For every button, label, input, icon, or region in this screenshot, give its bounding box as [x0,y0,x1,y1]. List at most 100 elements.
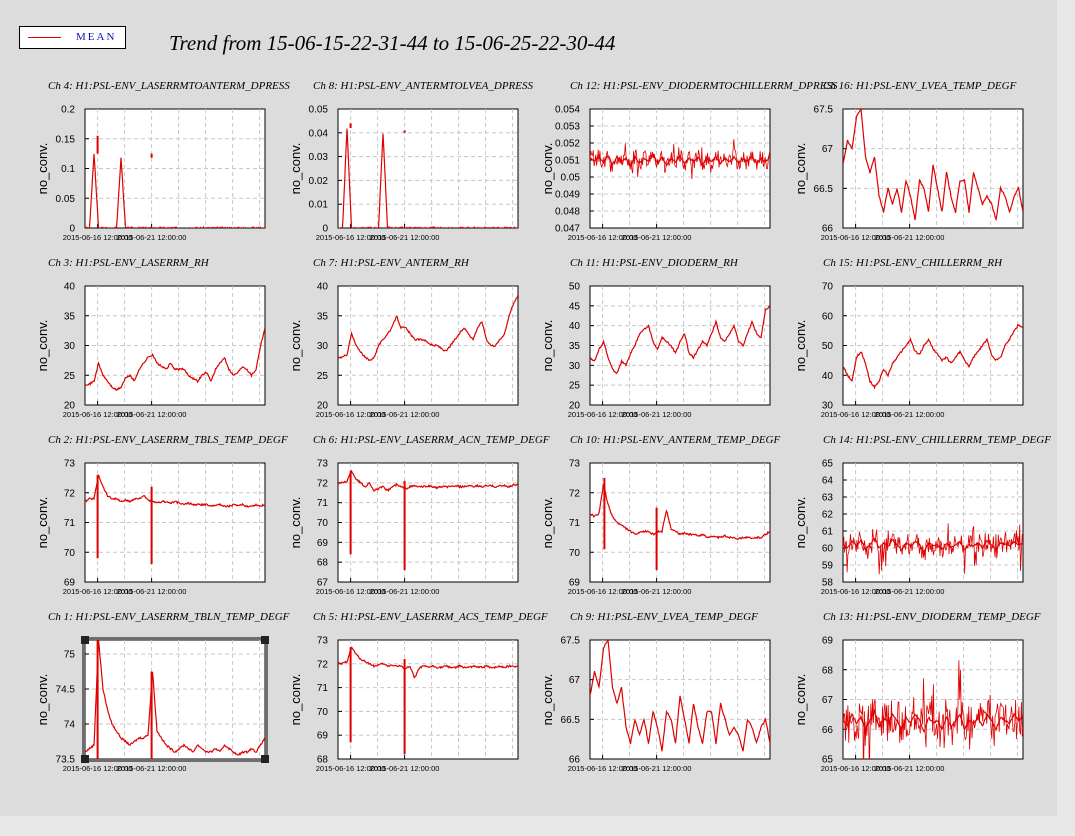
chart-2: Ch 8: H1:PSL-ENV_ANTERMTOLVEA_DPRESS 0 0.0… [288,80,533,242]
legend-line-swatch [28,37,61,38]
x-tick-label: 2015-06-21 12:00:00 [117,587,187,596]
y-axis-label: no_conv. [288,497,303,549]
selection-border[interactable] [82,637,268,762]
y-tick-label: 67 [569,675,581,686]
x-tick-label: 2015-06-21 12:00:00 [875,587,945,596]
y-tick-label: 69 [64,578,76,589]
x-tick-label: 2015-06-16 12:00:00 [568,764,638,773]
y-tick-label: 40 [822,371,834,382]
y-tick-label: 70 [569,548,581,559]
x-tick-label: 2015-06-21 12:00:00 [622,764,692,773]
series-line [338,469,518,492]
series-line [843,109,1023,222]
y-tick-label: 0.2 [61,105,75,116]
y-tick-label: 59 [822,561,834,572]
chart-12: Ch 14: H1:PSL-ENV_CHILLERRM_TEMP_DEGF 58 5… [793,434,1051,596]
x-tick-label: 2015-06-16 12:00:00 [821,410,891,419]
y-tick-label: 72 [317,478,329,489]
y-tick-label: 67 [822,695,834,706]
y-tick-label: 0.05 [56,194,76,205]
y-tick-label: 71 [64,518,76,529]
y-tick-label: 68 [317,755,329,766]
y-tick-label: 20 [64,401,76,412]
y-axis-label: no_conv. [35,143,50,195]
chart-title: Ch 11: H1:PSL-ENV_DIODERM_RH [570,257,739,269]
y-tick-label: 69 [569,578,581,589]
y-axis-label: no_conv. [793,320,808,372]
resize-handle[interactable] [81,755,89,763]
y-tick-label: 45 [569,301,581,312]
chart-title: Ch 15: H1:PSL-ENV_CHILLERRM_RH [823,257,1003,269]
y-tick-label: 25 [569,381,581,392]
y-tick-label: 68 [822,665,834,676]
chart-title: Ch 7: H1:PSL-ENV_ANTERM_RH [313,257,470,269]
x-tick-label: 2015-06-21 12:00:00 [875,233,945,242]
series-line [590,640,770,752]
y-axis-label: no_conv. [35,497,50,549]
y-tick-label: 62 [822,510,834,521]
x-tick-label: 2015-06-21 12:00:00 [875,764,945,773]
y-axis-label: no_conv. [793,143,808,195]
plot-area [337,639,519,760]
x-tick-label: 2015-06-16 12:00:00 [316,587,386,596]
x-tick-label: 2015-06-16 12:00:00 [63,587,133,596]
y-tick-label: 61 [822,527,834,538]
y-tick-label: 68 [317,558,329,569]
x-tick-label: 2015-06-16 12:00:00 [568,233,638,242]
y-tick-label: 0 [322,224,328,235]
y-tick-label: 0.054 [555,105,580,116]
chart-14: Ch 5: H1:PSL-ENV_LASERRM_ACS_TEMP_DEGF 68… [288,611,548,773]
series-line [338,128,518,228]
y-tick-label: 30 [317,341,329,352]
y-tick-label: 72 [317,659,329,670]
series-line [590,483,770,540]
y-tick-label: 0.048 [555,207,580,218]
y-axis-label: no_conv. [35,674,50,726]
y-axis-label: no_conv. [288,674,303,726]
x-tick-label: 2015-06-21 12:00:00 [370,233,440,242]
y-tick-label: 74 [64,720,76,731]
x-tick-label: 2015-06-21 12:00:00 [622,233,692,242]
y-tick-label: 66 [822,725,834,736]
resize-handle[interactable] [81,636,89,644]
y-axis-label: no_conv. [288,320,303,372]
y-tick-label: 40 [64,282,76,293]
plot-area [84,639,266,760]
chart-title: Ch 16: H1:PSL-ENV_LVEA_TEMP_DEGF [823,80,1017,92]
y-tick-label: 0.05 [561,173,581,184]
y-tick-label: 63 [822,493,834,504]
series-noise [843,523,1023,575]
chart-title: Ch 8: H1:PSL-ENV_ANTERMTOLVEA_DPRESS [313,80,533,92]
legend-box: MEAN [19,26,126,49]
y-tick-label: 0.04 [309,128,329,139]
x-tick-label: 2015-06-16 12:00:00 [316,410,386,419]
chart-title: Ch 5: H1:PSL-ENV_LASERRM_ACS_TEMP_DEGF [313,611,548,623]
y-tick-label: 0.03 [309,152,329,163]
chart-title: Ch 4: H1:PSL-ENV_LASERRMTOANTERM_DPRESS [48,80,290,92]
plot-area [842,462,1024,583]
chart-16: Ch 13: H1:PSL-ENV_DIODERM_TEMP_DEGF 65 66 6… [793,611,1041,773]
chart-title: Ch 6: H1:PSL-ENV_LASERRM_ACN_TEMP_DEGF [313,434,550,446]
y-tick-label: 72 [64,488,76,499]
x-tick-label: 2015-06-21 12:00:00 [622,410,692,419]
selection-handles[interactable] [81,636,269,763]
series-line [338,646,518,679]
y-tick-label: 30 [822,401,834,412]
chart-10: Ch 6: H1:PSL-ENV_LASERRM_ACN_TEMP_DEGF 67… [288,434,550,596]
resize-handle[interactable] [261,755,269,763]
x-tick-label: 2015-06-21 12:00:00 [875,410,945,419]
y-tick-label: 25 [317,371,329,382]
y-tick-label: 70 [822,282,834,293]
x-tick-label: 2015-06-16 12:00:00 [568,587,638,596]
chart-1: Ch 4: H1:PSL-ENV_LASERRMTOANTERM_DPRESS 0… [35,80,290,242]
series-noise [843,660,1023,759]
series-noise [590,139,770,180]
y-axis-label: no_conv. [793,674,808,726]
x-tick-label: 2015-06-16 12:00:00 [821,587,891,596]
y-tick-label: 60 [822,311,834,322]
series-line [85,474,265,508]
resize-handle[interactable] [261,636,269,644]
chart-title: Ch 3: H1:PSL-ENV_LASERRM_RH [48,257,210,269]
x-tick-label: 2015-06-21 12:00:00 [370,587,440,596]
y-tick-label: 67.5 [561,636,581,647]
